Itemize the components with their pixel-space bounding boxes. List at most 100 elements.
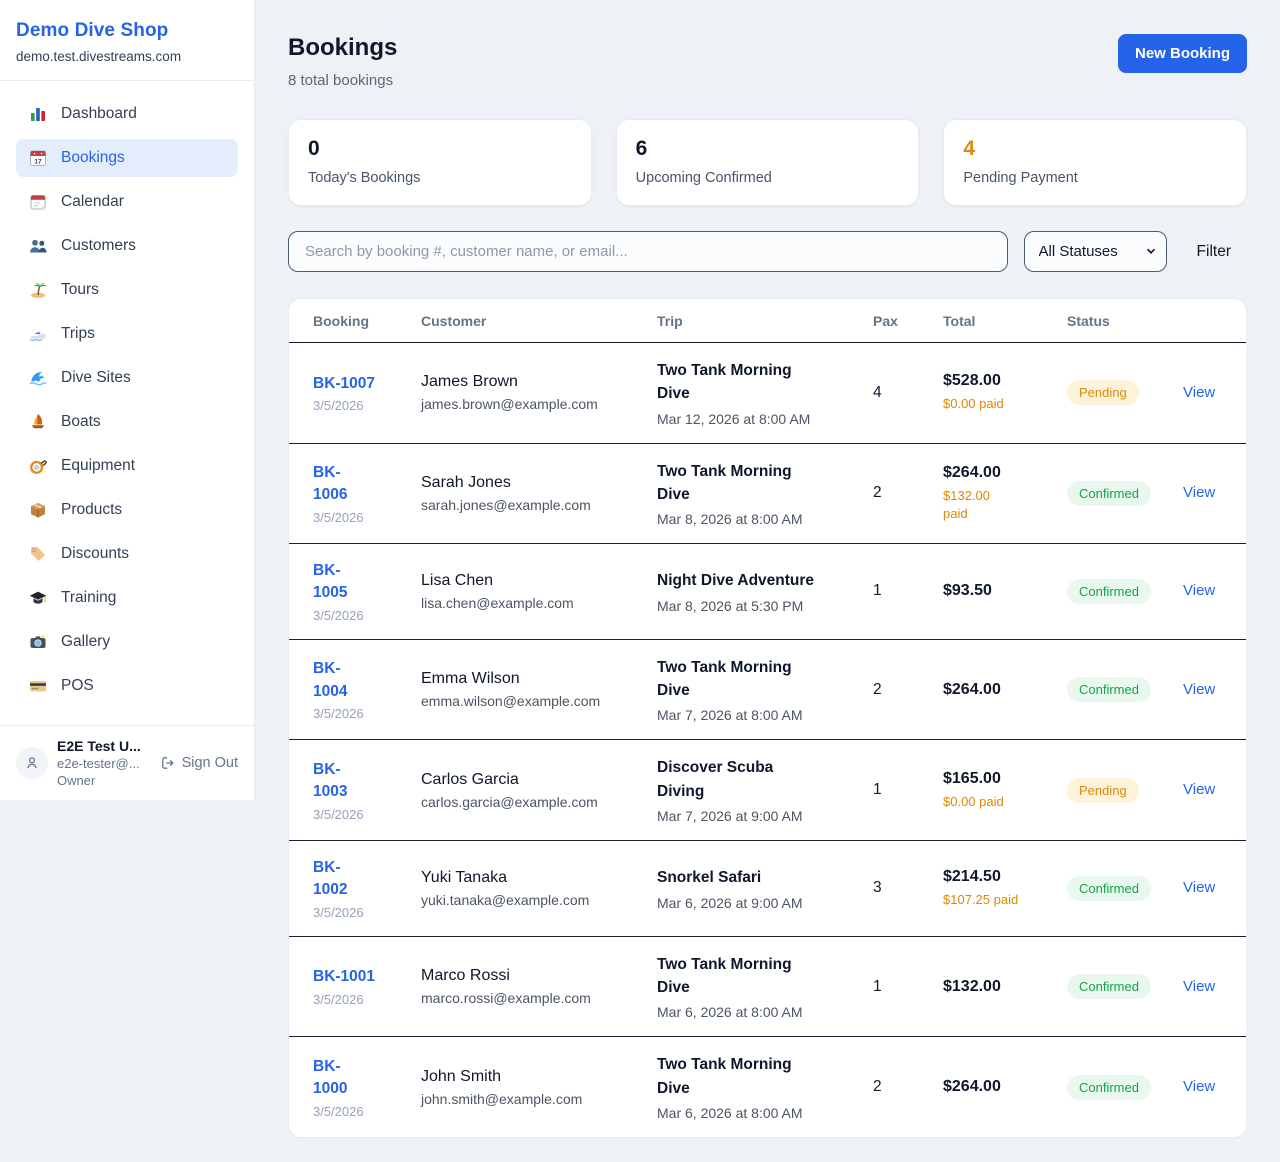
stat-value: 0 xyxy=(308,137,320,160)
sidebar-item-dive-sites[interactable]: Dive Sites xyxy=(16,359,238,397)
customer-email: carlos.garcia@example.com xyxy=(421,793,598,810)
sidebar-user-footer: E2E Test U... e2e-tester@... Owner Sign … xyxy=(0,725,254,800)
tours-icon xyxy=(28,280,48,300)
toolbar: All Statuses Filter xyxy=(288,231,1247,272)
customer-name: Lisa Chen xyxy=(421,571,494,589)
booking-date: 3/5/2026 xyxy=(313,706,364,722)
stat-card: 0 Today's Bookings xyxy=(288,119,592,206)
sidebar-item-equipment[interactable]: Equipment xyxy=(16,447,238,485)
sidebar-item-label: Boats xyxy=(61,413,101,430)
trip-datetime: Mar 6, 2026 at 9:00 AM xyxy=(657,894,803,911)
sidebar-item-label: Bookings xyxy=(61,149,125,166)
booking-link[interactable]: BK- 1002 xyxy=(313,858,348,899)
user-role: Owner xyxy=(57,773,96,788)
paid-amount: $132.00 paid xyxy=(943,487,990,521)
booking-link[interactable]: BK- 1003 xyxy=(313,760,348,801)
stat-label: Pending Payment xyxy=(963,170,1078,186)
sign-out-label: Sign Out xyxy=(181,755,238,771)
training-icon xyxy=(28,588,48,608)
sidebar-item-bookings[interactable]: 17 Bookings xyxy=(16,139,238,177)
view-link[interactable]: View xyxy=(1183,781,1216,799)
booking-link[interactable]: BK- 1005 xyxy=(313,562,348,602)
new-booking-button[interactable]: New Booking xyxy=(1117,34,1247,73)
sign-out-button[interactable]: Sign Out xyxy=(160,755,238,771)
total-amount: $93.50 xyxy=(943,582,992,600)
trip-datetime: Mar 7, 2026 at 9:00 AM xyxy=(657,807,803,824)
booking-link[interactable]: BK- 1004 xyxy=(313,660,348,700)
booking-date: 3/5/2026 xyxy=(313,904,364,920)
view-link[interactable]: View xyxy=(1183,680,1216,698)
sidebar-item-calendar[interactable]: Calendar xyxy=(16,183,238,221)
booking-link[interactable]: BK-1007 xyxy=(313,374,376,392)
person-icon xyxy=(27,757,37,769)
sign-out-icon xyxy=(161,757,174,769)
total-amount: $132.00 xyxy=(943,977,1001,995)
sidebar-item-label: Training xyxy=(61,589,117,606)
col-header-booking: Booking xyxy=(313,313,369,329)
view-link[interactable]: View xyxy=(1183,383,1216,401)
table-row: BK-1001 3/5/2026 Marco Rossi marco.rossi… xyxy=(289,937,1246,1038)
bookings-icon: 17 xyxy=(28,148,48,168)
status-badge: Confirmed xyxy=(1067,875,1151,901)
status-filter-select[interactable]: All Statuses xyxy=(1023,231,1167,272)
avatar xyxy=(16,747,48,779)
sidebar-item-label: Gallery xyxy=(61,633,111,650)
customer-email: james.brown@example.com xyxy=(421,396,598,413)
total-amount: $264.00 xyxy=(943,680,1001,698)
status-badge: Pending xyxy=(1067,380,1139,406)
stat-label: Upcoming Confirmed xyxy=(635,170,772,186)
sidebar-item-label: Discounts xyxy=(61,545,130,562)
booking-date: 3/5/2026 xyxy=(313,397,364,413)
sidebar-item-label: Customers xyxy=(61,237,136,254)
view-link[interactable]: View xyxy=(1183,1078,1216,1096)
view-link[interactable]: View xyxy=(1183,977,1216,995)
table-row: BK- 1006 3/5/2026 Sarah Jones sarah.jone… xyxy=(289,444,1246,544)
pax-count: 2 xyxy=(873,1078,882,1096)
search-input[interactable] xyxy=(288,231,1008,272)
booking-link[interactable]: BK-1001 xyxy=(313,968,376,986)
view-link[interactable]: View xyxy=(1183,582,1216,600)
table-row: BK- 1000 3/5/2026 John Smith john.smith@… xyxy=(289,1037,1246,1137)
sidebar-item-trips[interactable]: Trips xyxy=(16,315,238,353)
sidebar-header: Demo Dive Shop demo.test.divestreams.com xyxy=(0,0,254,81)
user-info: E2E Test U... e2e-tester@... Owner xyxy=(57,738,151,788)
table-row: BK- 1004 3/5/2026 Emma Wilson emma.wilso… xyxy=(289,640,1246,741)
status-badge: Confirmed xyxy=(1067,974,1151,1000)
sidebar-item-customers[interactable]: Customers xyxy=(16,227,238,265)
user-email: e2e-tester@... xyxy=(57,756,140,771)
brand-domain: demo.test.divestreams.com xyxy=(16,49,182,64)
sidebar-item-label: Dashboard xyxy=(61,105,137,122)
view-link[interactable]: View xyxy=(1183,484,1216,502)
customer-email: emma.wilson@example.com xyxy=(421,693,601,710)
view-link[interactable]: View xyxy=(1183,879,1216,897)
dashboard-icon xyxy=(28,104,48,124)
sidebar-item-boats[interactable]: Boats xyxy=(16,403,238,441)
svg-text:17: 17 xyxy=(34,158,42,165)
sidebar-item-label: Trips xyxy=(61,325,95,342)
sidebar-item-dashboard[interactable]: Dashboard xyxy=(16,95,238,133)
discounts-icon xyxy=(28,544,48,564)
table-row: BK- 1002 3/5/2026 Yuki Tanaka yuki.tanak… xyxy=(289,841,1246,937)
col-header-pax: Pax xyxy=(873,313,898,329)
sidebar-item-gallery[interactable]: Gallery xyxy=(16,623,238,661)
sidebar-item-pos[interactable]: POS xyxy=(16,667,238,705)
customer-name: Sarah Jones xyxy=(421,473,511,491)
status-filter: All Statuses xyxy=(1023,231,1167,272)
pax-count: 2 xyxy=(873,484,882,502)
booking-link[interactable]: BK- 1006 xyxy=(313,463,348,504)
sidebar-item-discounts[interactable]: Discounts xyxy=(16,535,238,573)
pax-count: 1 xyxy=(873,977,882,995)
sidebar-item-products[interactable]: Products xyxy=(16,491,238,529)
customer-email: lisa.chen@example.com xyxy=(421,594,574,611)
table-row: BK-1007 3/5/2026 James Brown james.brown… xyxy=(289,343,1246,444)
booking-link[interactable]: BK- 1000 xyxy=(313,1057,348,1098)
sidebar-item-tours[interactable]: Tours xyxy=(16,271,238,309)
sidebar-item-label: Dive Sites xyxy=(61,369,131,386)
sidebar-item-training[interactable]: Training xyxy=(16,579,238,617)
filter-button[interactable]: Filter xyxy=(1183,235,1245,269)
calendar-icon xyxy=(28,192,48,212)
stat-value: 6 xyxy=(635,137,648,160)
trips-icon xyxy=(28,324,48,344)
status-badge: Confirmed xyxy=(1067,677,1151,703)
trip-name: Discover Scuba Diving xyxy=(657,759,774,800)
